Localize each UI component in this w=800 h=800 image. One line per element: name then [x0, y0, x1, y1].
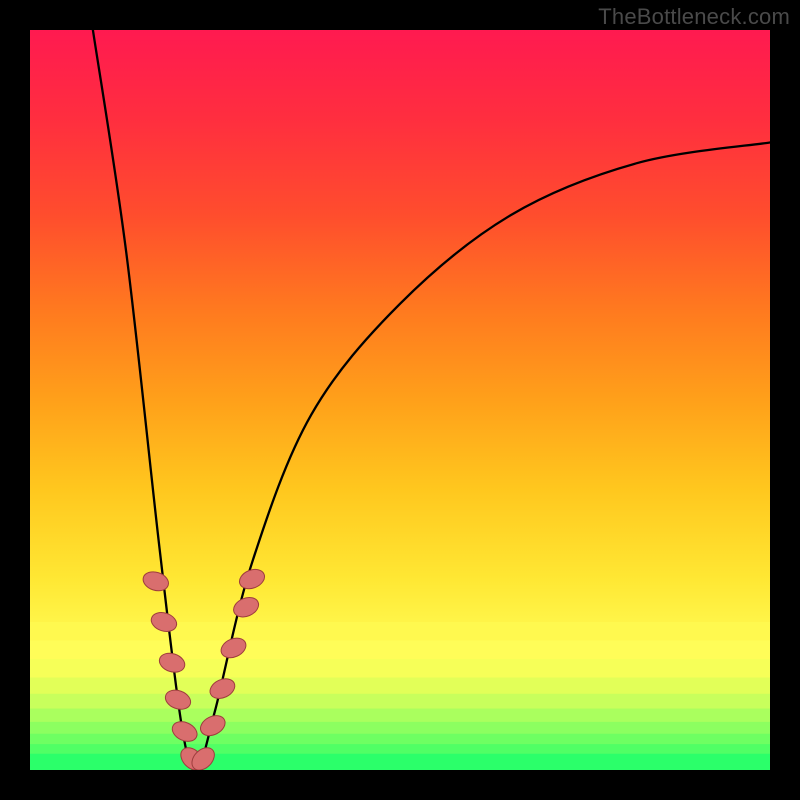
gradient-band	[30, 709, 770, 722]
chart-container: TheBottleneck.com	[0, 0, 800, 800]
bottleneck-chart	[30, 30, 770, 770]
gradient-band	[30, 622, 770, 641]
gradient-band	[30, 694, 770, 709]
gradient-band	[30, 744, 770, 754]
watermark-text: TheBottleneck.com	[598, 4, 790, 30]
gradient-band	[30, 678, 770, 694]
gradient-band	[30, 722, 770, 734]
gradient-band	[30, 754, 770, 770]
gradient-band	[30, 659, 770, 678]
gradient-band	[30, 641, 770, 660]
gradient-band	[30, 734, 770, 744]
